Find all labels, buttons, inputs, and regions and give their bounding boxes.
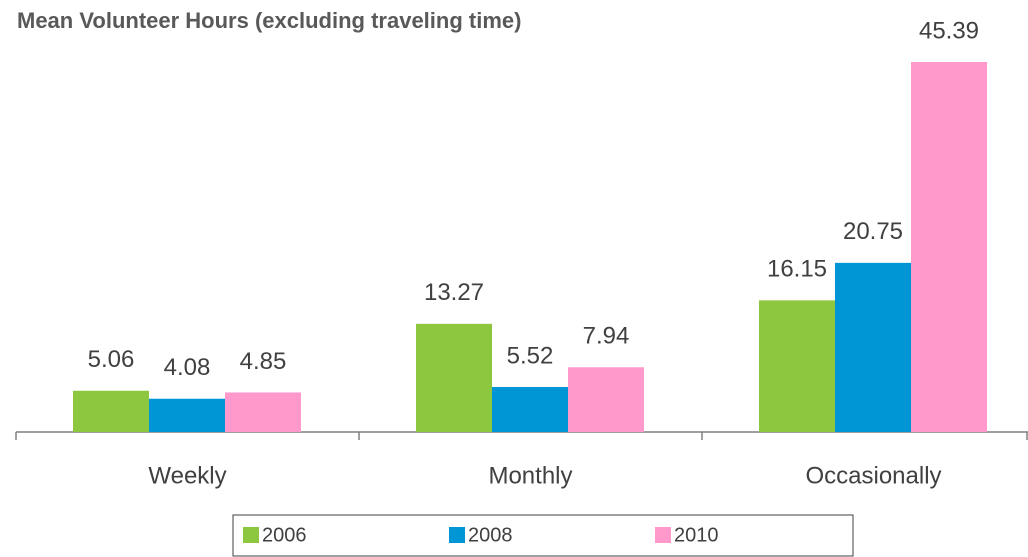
data-label: 4.08: [164, 354, 211, 381]
bar: [73, 390, 149, 432]
bar: [835, 262, 911, 432]
legend-swatch: [449, 527, 465, 543]
data-label: 5.52: [507, 342, 554, 369]
data-label: 5.06: [88, 346, 135, 373]
data-label: 4.85: [240, 348, 287, 375]
legend-box: [232, 514, 854, 557]
data-label: 16.15: [767, 256, 827, 283]
bar: [225, 392, 301, 432]
bar: [492, 387, 568, 432]
x-tick-label: Monthly: [488, 462, 572, 489]
legend-label: 2008: [468, 524, 513, 546]
data-label: 45.39: [919, 17, 979, 44]
bar: [416, 323, 492, 432]
bar: [568, 367, 644, 432]
bar: [149, 398, 225, 432]
legend-label: 2010: [674, 524, 719, 546]
bar: [911, 62, 987, 432]
legend-swatch: [655, 527, 671, 543]
legend-swatch: [243, 527, 259, 543]
x-tick-label: Occasionally: [805, 462, 941, 489]
x-tick-label: Weekly: [148, 462, 226, 489]
chart-title: Mean Volunteer Hours (excluding travelin…: [17, 8, 521, 33]
data-label: 13.27: [424, 279, 484, 306]
legend-label: 2006: [262, 524, 307, 546]
data-label: 20.75: [843, 218, 903, 245]
bar: [759, 300, 835, 432]
data-label: 7.94: [583, 323, 630, 350]
